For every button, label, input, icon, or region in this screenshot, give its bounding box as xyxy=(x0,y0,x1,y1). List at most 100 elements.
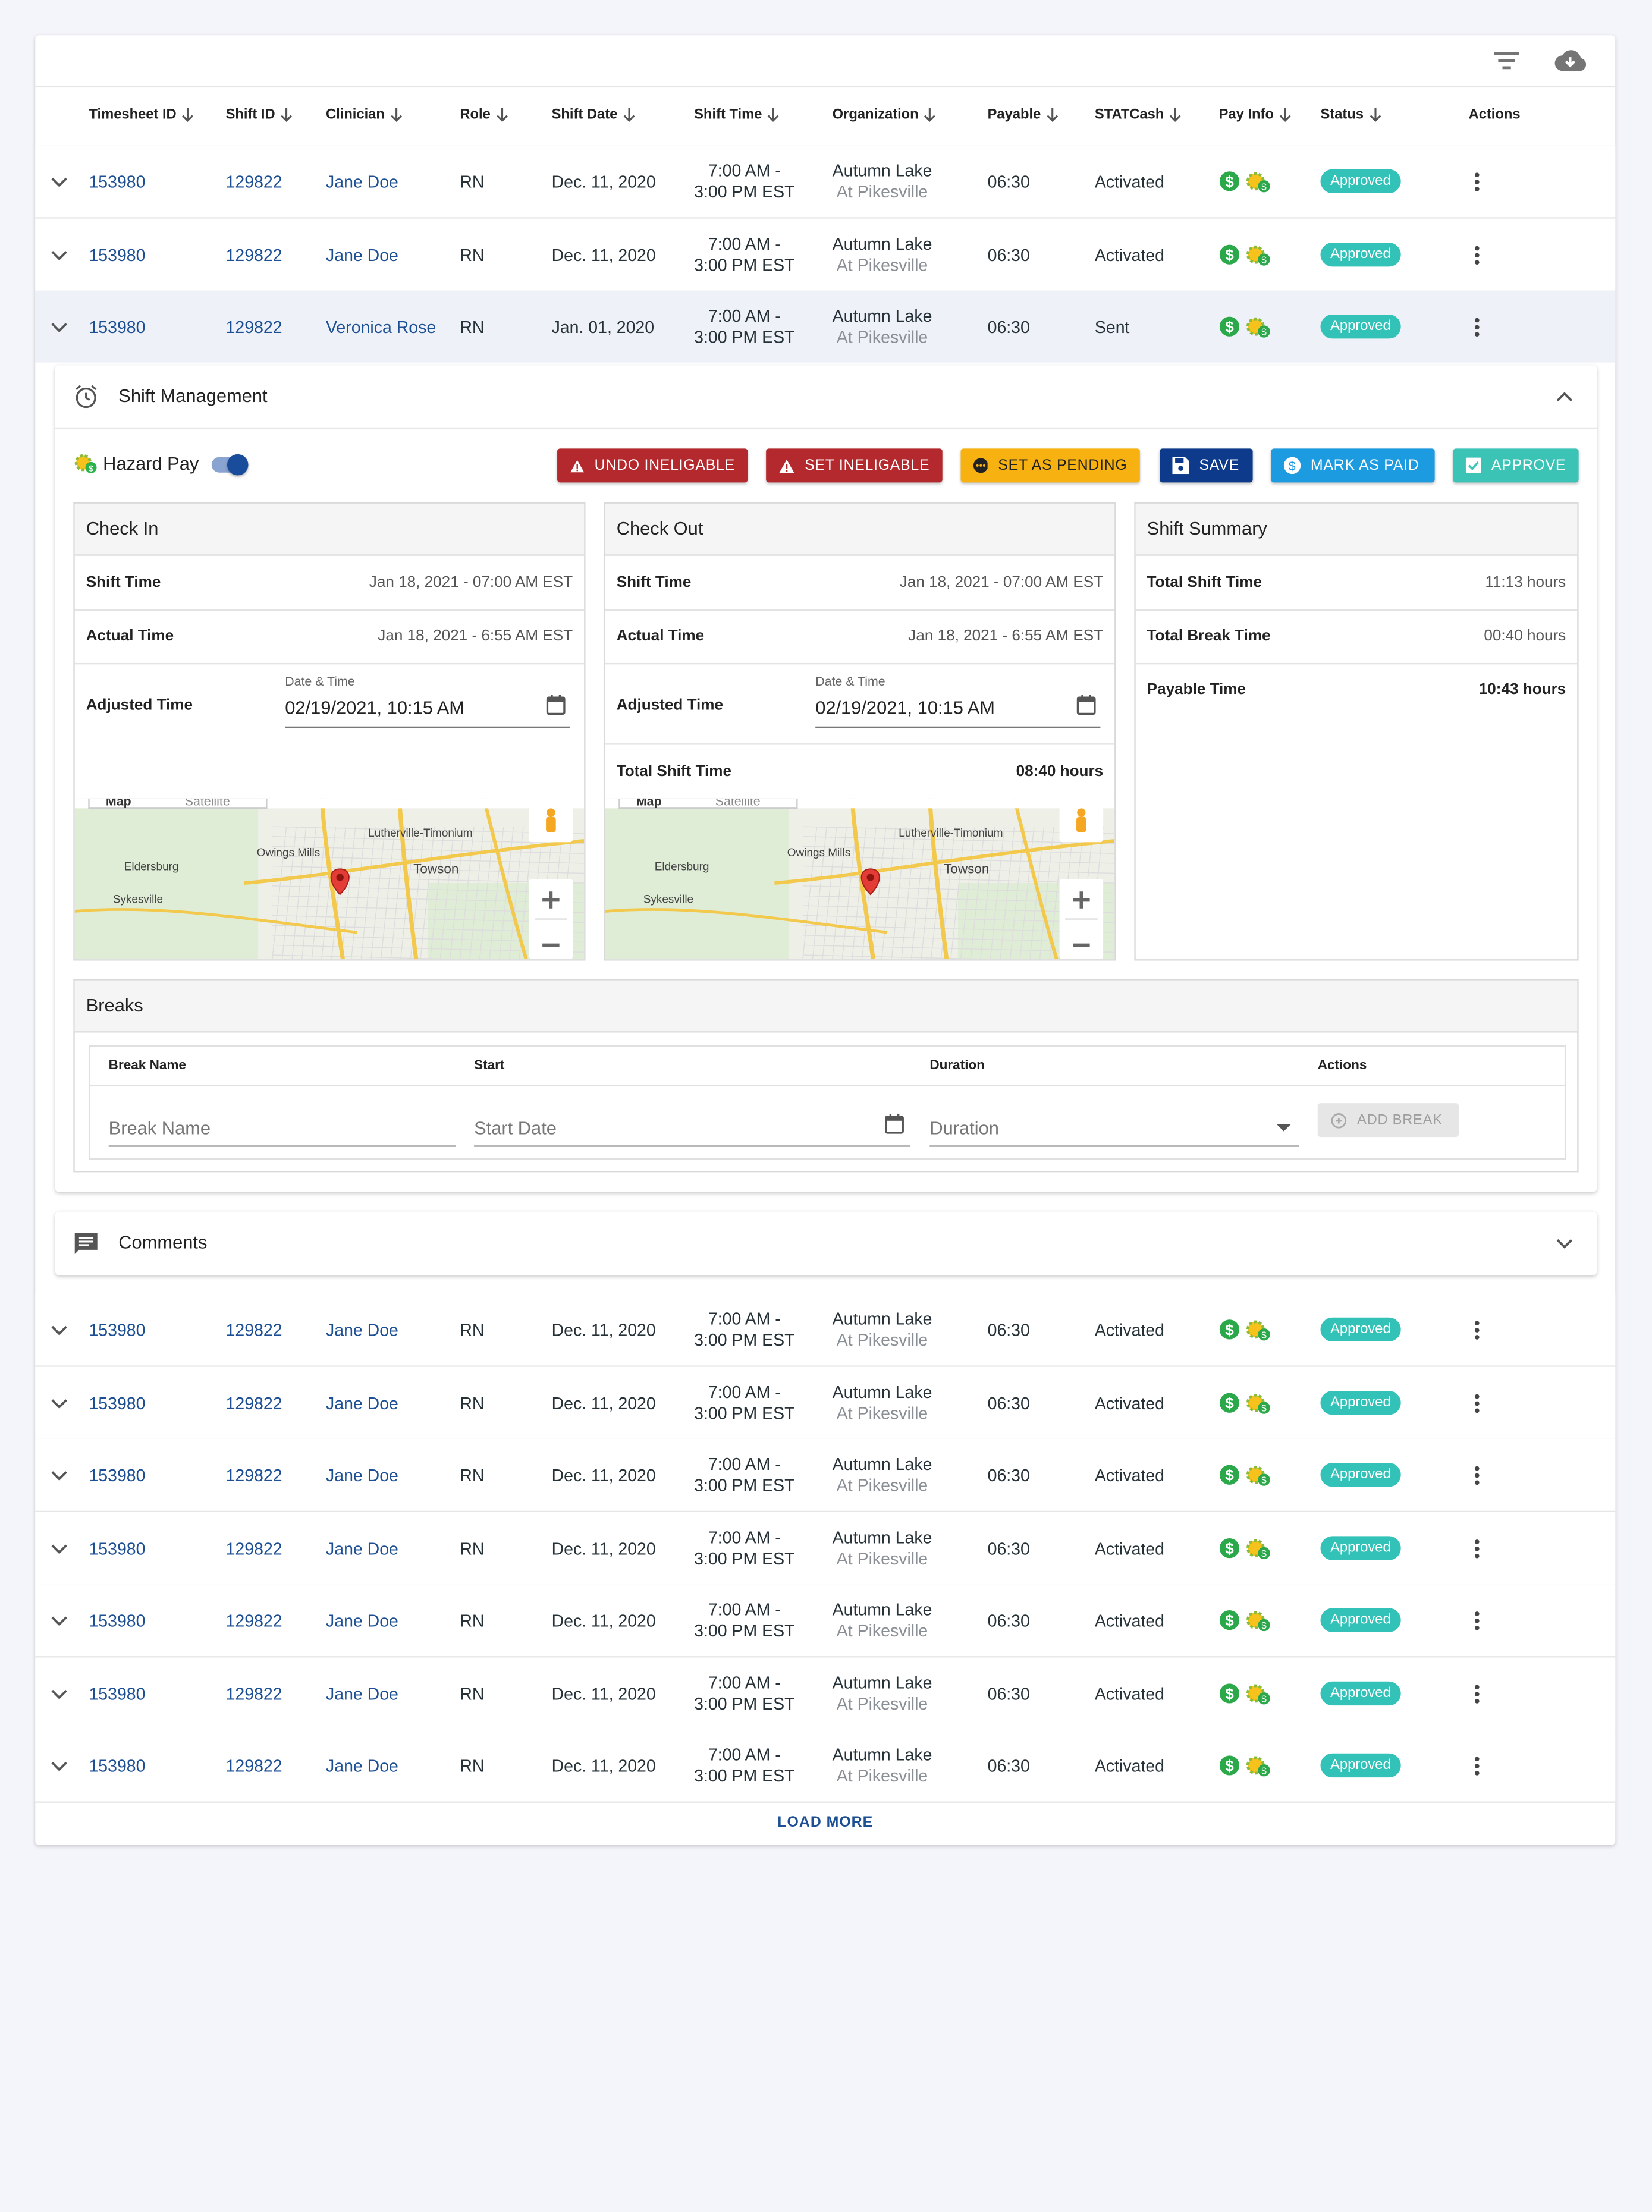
clinician-link[interactable]: Jane Doe xyxy=(326,171,398,191)
table-row[interactable]: 153980 129822 Jane Doe RN Dec. 11, 2020 7:00 … xyxy=(35,1512,1616,1586)
table-row[interactable]: 153980 129822 Jane Doe RN Dec. 11, 2020 7:00 … xyxy=(35,1729,1616,1803)
shift-id-link[interactable]: 129822 xyxy=(225,1319,282,1340)
calendar-icon[interactable] xyxy=(884,1113,904,1135)
add-break-button[interactable]: ADD BREAK xyxy=(1317,1103,1459,1138)
table-row[interactable]: 153980 129822 Veronica Rose RN Jan. 01, 2020… xyxy=(35,290,1616,363)
sort-arrow-icon[interactable] xyxy=(621,107,636,122)
table-row[interactable]: 153980 129822 Jane Doe RN Dec. 11, 2020 7:00 … xyxy=(35,1657,1616,1731)
column-header-pay-info[interactable]: Pay Info xyxy=(1219,86,1292,146)
more-actions-icon[interactable] xyxy=(1474,1293,1480,1365)
calendar-icon[interactable] xyxy=(546,694,566,715)
column-header-shift-date[interactable]: Shift Date xyxy=(552,86,636,146)
table-row[interactable]: 153980 129822 Jane Doe RN Dec. 11, 2020 7:00 … xyxy=(35,145,1616,219)
clinician-link[interactable]: Veronica Rose xyxy=(326,316,436,337)
timesheet-id-link[interactable]: 153980 xyxy=(89,1319,146,1340)
more-actions-icon[interactable] xyxy=(1474,1367,1480,1439)
check-in-map[interactable]: Map Satellite Lutherville-Timonium Owings M… xyxy=(74,798,585,960)
expand-row-icon[interactable] xyxy=(51,1439,67,1511)
sort-arrow-icon[interactable] xyxy=(389,107,403,122)
table-row[interactable]: 153980 129822 Jane Doe RN Dec. 11, 2020 7:00 … xyxy=(35,218,1616,293)
more-actions-icon[interactable] xyxy=(1474,145,1480,217)
mark-as-paid-button[interactable]: $ MARK AS PAID xyxy=(1271,448,1435,483)
clinician-link[interactable]: Jane Doe xyxy=(326,1393,398,1413)
timesheet-id-link[interactable]: 153980 xyxy=(89,316,146,337)
table-row[interactable]: 153980 129822 Jane Doe RN Dec. 11, 2020 7:00 … xyxy=(35,1366,1616,1441)
expand-row-icon[interactable] xyxy=(51,1657,67,1729)
shift-id-link[interactable]: 129822 xyxy=(225,1538,282,1559)
timesheet-id-link[interactable]: 153980 xyxy=(89,1465,146,1485)
expand-row-icon[interactable] xyxy=(51,291,67,363)
chevron-down-icon[interactable] xyxy=(1556,1237,1573,1252)
filter-icon[interactable] xyxy=(1491,46,1522,74)
more-actions-icon[interactable] xyxy=(1474,1512,1480,1584)
check-in-adjusted-input[interactable]: 02/19/2021, 10:15 AM xyxy=(285,696,465,718)
clinician-link[interactable]: Jane Doe xyxy=(326,1683,398,1704)
hazard-pay-toggle[interactable] xyxy=(211,454,249,476)
column-header-shift-id[interactable]: Shift ID xyxy=(226,86,294,146)
cloud-download-icon[interactable] xyxy=(1552,46,1589,74)
more-actions-icon[interactable] xyxy=(1474,291,1480,363)
shift-id-link[interactable]: 129822 xyxy=(225,1683,282,1704)
check-out-adjusted-input[interactable]: 02/19/2021, 10:15 AM xyxy=(815,696,995,718)
column-header-role[interactable]: Role xyxy=(460,86,508,146)
break-name-input[interactable]: Break Name xyxy=(108,1117,211,1139)
undo-ineligible-button[interactable]: UNDO INELIGABLE xyxy=(557,448,748,483)
expand-row-icon[interactable] xyxy=(51,1367,67,1439)
column-header-status[interactable]: Status xyxy=(1320,86,1381,146)
more-actions-icon[interactable] xyxy=(1474,1657,1480,1729)
more-actions-icon[interactable] xyxy=(1474,1729,1480,1801)
more-actions-icon[interactable] xyxy=(1474,219,1480,291)
sort-arrow-icon[interactable] xyxy=(1368,107,1382,122)
approve-button[interactable]: APPROVE xyxy=(1453,448,1579,483)
more-actions-icon[interactable] xyxy=(1474,1439,1480,1511)
sort-arrow-icon[interactable] xyxy=(279,107,294,122)
start-date-input[interactable]: Start Date xyxy=(474,1117,557,1139)
chevron-up-icon[interactable] xyxy=(1556,389,1573,404)
shift-management-header[interactable]: Shift Management xyxy=(55,365,1597,429)
column-header-timesheet-id[interactable]: Timesheet ID xyxy=(89,86,194,146)
save-button[interactable]: SAVE xyxy=(1160,448,1253,483)
sort-arrow-icon[interactable] xyxy=(767,107,781,122)
comments-header[interactable]: Comments xyxy=(55,1212,1597,1274)
sort-arrow-icon[interactable] xyxy=(1045,107,1059,122)
clinician-link[interactable]: Jane Doe xyxy=(326,1755,398,1776)
timesheet-id-link[interactable]: 153980 xyxy=(89,244,146,265)
expand-row-icon[interactable] xyxy=(51,1512,67,1584)
table-row[interactable]: 153980 129822 Jane Doe RN Dec. 11, 2020 7:00 … xyxy=(35,1438,1616,1513)
sort-arrow-icon[interactable] xyxy=(1168,107,1182,122)
column-header-statcash[interactable]: STATCash xyxy=(1095,86,1182,146)
clinician-link[interactable]: Jane Doe xyxy=(326,1319,398,1340)
duration-select[interactable]: Duration xyxy=(929,1117,999,1139)
check-out-map[interactable]: Map Satellite Lutherville-Timonium Owings M… xyxy=(605,798,1115,960)
timesheet-id-link[interactable]: 153980 xyxy=(89,1538,146,1559)
sort-arrow-icon[interactable] xyxy=(181,107,195,122)
shift-id-link[interactable]: 129822 xyxy=(225,316,282,337)
timesheet-id-link[interactable]: 153980 xyxy=(89,1610,146,1630)
column-header-shift-time[interactable]: Shift Time xyxy=(694,86,780,146)
timesheet-id-link[interactable]: 153980 xyxy=(89,1683,146,1704)
shift-id-link[interactable]: 129822 xyxy=(225,244,282,265)
clinician-link[interactable]: Jane Doe xyxy=(326,1465,398,1485)
set-ineligible-button[interactable]: SET INELIGABLE xyxy=(766,448,943,483)
load-more-button[interactable]: LOAD MORE xyxy=(777,1814,874,1831)
clinician-link[interactable]: Jane Doe xyxy=(326,1538,398,1559)
column-header-payable[interactable]: Payable xyxy=(988,86,1060,146)
column-header-clinician[interactable]: Clinician xyxy=(326,86,403,146)
timesheet-id-link[interactable]: 153980 xyxy=(89,1393,146,1413)
shift-id-link[interactable]: 129822 xyxy=(225,1755,282,1776)
timesheet-id-link[interactable]: 153980 xyxy=(89,1755,146,1776)
clinician-link[interactable]: Jane Doe xyxy=(326,1610,398,1630)
expand-row-icon[interactable] xyxy=(51,145,67,217)
timesheet-id-link[interactable]: 153980 xyxy=(89,171,146,191)
sort-arrow-icon[interactable] xyxy=(495,107,509,122)
expand-row-icon[interactable] xyxy=(51,1729,67,1801)
dropdown-arrow-icon[interactable] xyxy=(1276,1124,1291,1133)
set-pending-button[interactable]: SET AS PENDING xyxy=(960,448,1140,483)
table-row[interactable]: 153980 129822 Jane Doe RN Dec. 11, 2020 7:00 … xyxy=(35,1584,1616,1658)
calendar-icon[interactable] xyxy=(1076,694,1096,715)
expand-row-icon[interactable] xyxy=(51,219,67,291)
shift-id-link[interactable]: 129822 xyxy=(225,1465,282,1485)
table-row[interactable]: 153980 129822 Jane Doe RN Dec. 11, 2020 7:00 … xyxy=(35,1293,1616,1367)
column-header-organization[interactable]: Organization xyxy=(833,86,937,146)
sort-arrow-icon[interactable] xyxy=(1278,107,1292,122)
